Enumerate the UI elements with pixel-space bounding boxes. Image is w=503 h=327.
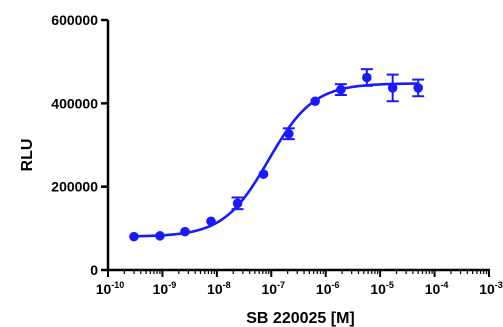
data-point xyxy=(284,128,294,139)
data-point xyxy=(232,198,243,209)
x-tick-label: 10-10 xyxy=(96,280,125,297)
y-tick-label: 200000 xyxy=(51,179,98,195)
y-axis-title: RLU xyxy=(19,139,36,172)
x-tick-label: 10-7 xyxy=(261,280,285,297)
x-tick-label: 10-6 xyxy=(316,280,340,297)
data-point xyxy=(362,72,372,83)
y-tick-label: 600000 xyxy=(51,12,98,28)
x-tick-label: 10-4 xyxy=(425,280,449,297)
data-point xyxy=(310,96,320,107)
data-point xyxy=(336,84,346,95)
x-tick-label: 10-9 xyxy=(153,280,177,297)
data-point xyxy=(180,226,190,237)
x-tick-label: 10-8 xyxy=(207,280,231,297)
x-tick-label: 10-3 xyxy=(479,280,503,297)
data-point xyxy=(258,169,269,179)
y-tick-label: 0 xyxy=(90,262,98,278)
data-point xyxy=(129,231,139,242)
data-point xyxy=(413,83,423,93)
data-point xyxy=(206,216,216,227)
x-axis-title: SB 220025 [M] xyxy=(246,310,355,327)
x-tick-label: 10-5 xyxy=(370,280,394,297)
data-point xyxy=(387,83,398,93)
data-point xyxy=(155,231,165,241)
fit-curve xyxy=(133,82,419,238)
y-tick-label: 400000 xyxy=(51,95,98,111)
